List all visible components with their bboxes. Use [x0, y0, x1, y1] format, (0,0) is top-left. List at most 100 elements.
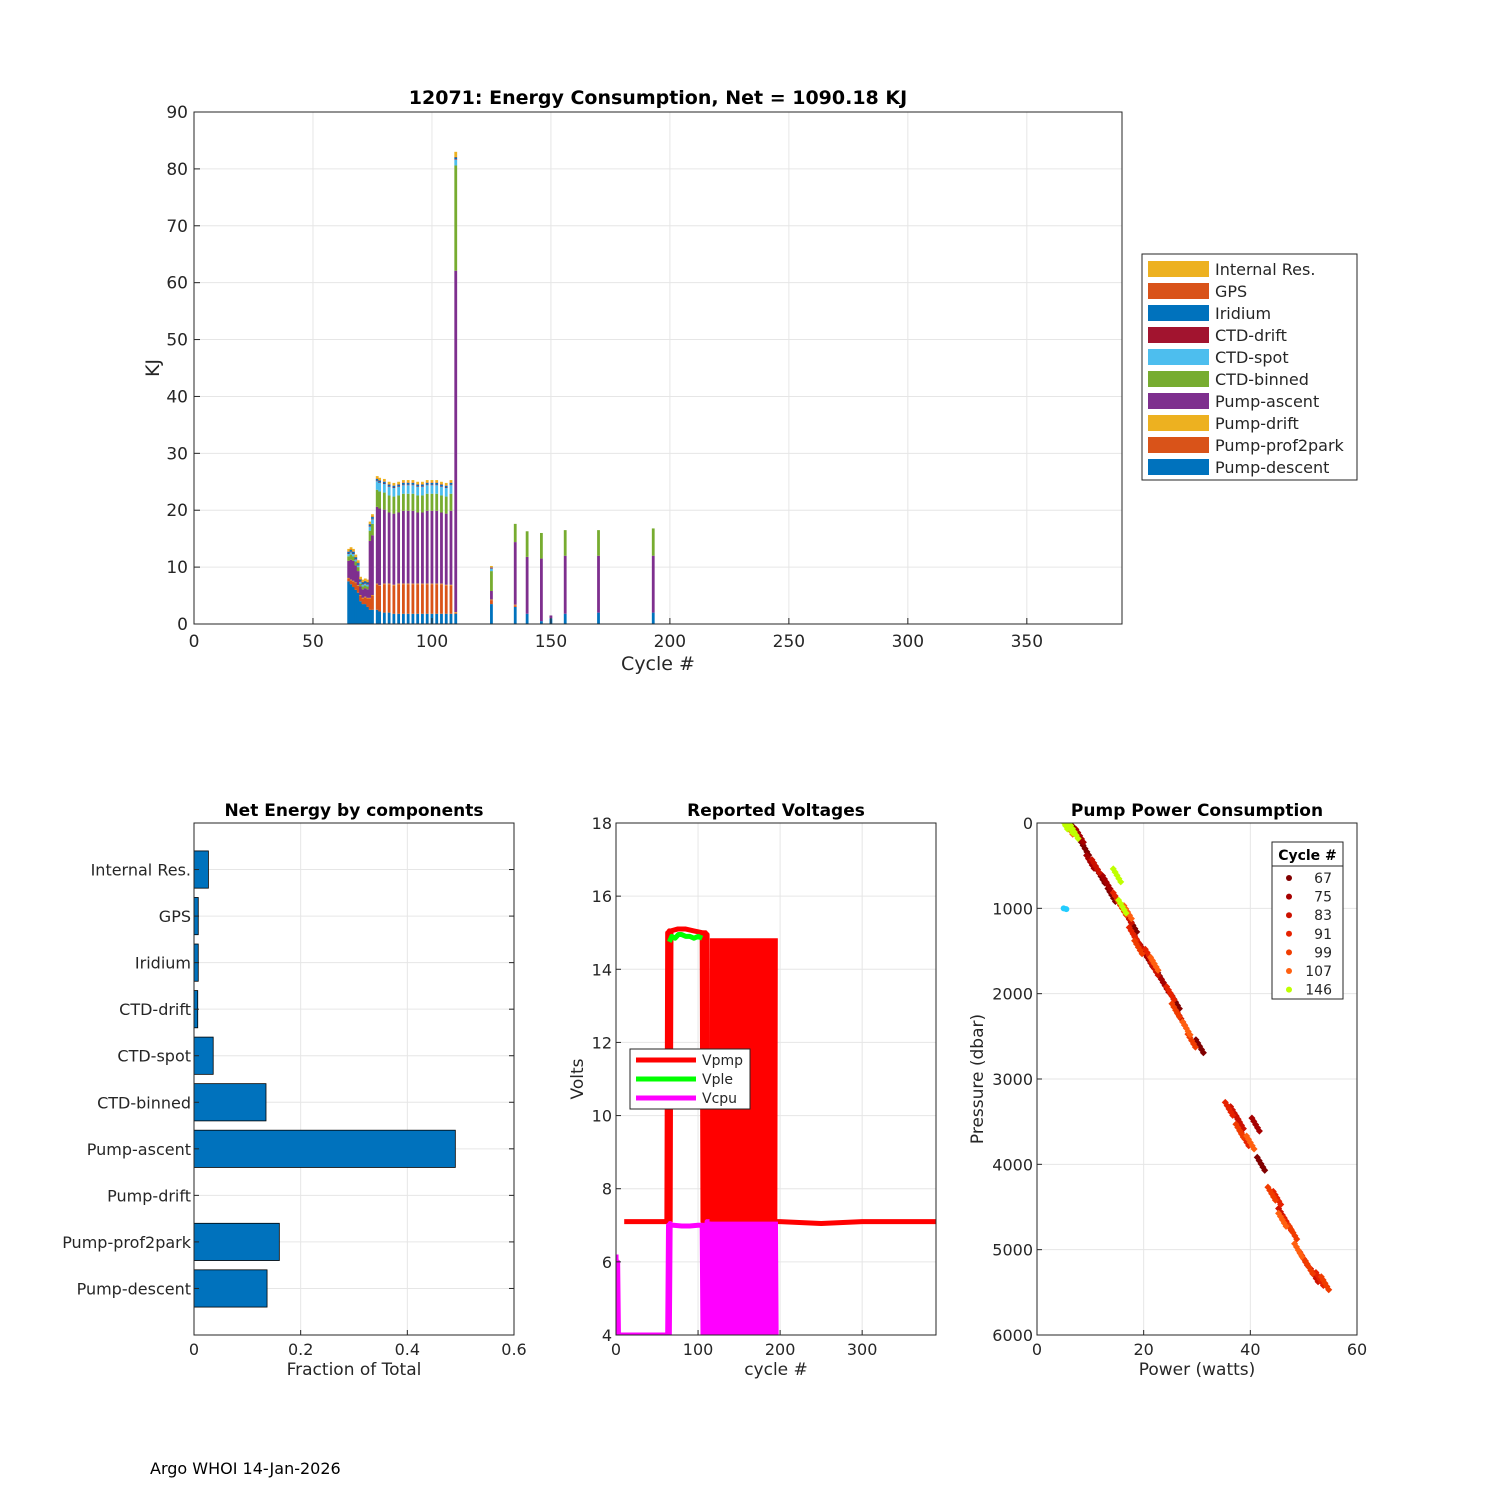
- energy-title: 12071: Energy Consumption, Net = 1090.18…: [409, 87, 907, 109]
- energy-bar-segment: [435, 484, 439, 486]
- energy-bar-segment: [406, 584, 410, 614]
- energy-bar-segment: [440, 613, 443, 624]
- voltages-ytick-label: 10: [592, 1107, 612, 1126]
- energy-bar-segment: [401, 482, 405, 483]
- pump-legend-box: [1271, 841, 1344, 1000]
- energy-legend-swatch: [1148, 415, 1209, 431]
- energy-bar-segment: [347, 554, 351, 557]
- energy-bar-segment: [352, 554, 355, 557]
- energy-bar-segment: [366, 598, 370, 607]
- pump-point: [1056, 812, 1063, 819]
- energy-bar-segment: [416, 484, 420, 487]
- energy-bar-segment: [375, 478, 379, 481]
- energy-bar-segment: [378, 480, 381, 483]
- energy-bar-segment: [401, 583, 405, 585]
- components-category-label: CTD-drift: [119, 1000, 191, 1019]
- energy-bar-segment: [454, 270, 458, 613]
- energy-bar-segment: [375, 489, 379, 507]
- energy-bar-segment: [449, 484, 453, 486]
- energy-bar-segment: [421, 484, 424, 487]
- energy-bar-segment: [449, 510, 453, 585]
- pump-legend: Cycle # 67 75 83 91 99 107 146: [1271, 841, 1344, 1000]
- energy-bar-segment: [378, 480, 381, 481]
- energy-bar-segment: [354, 561, 358, 566]
- energy-bar-segment: [392, 584, 396, 586]
- energy-bar-segment: [421, 584, 424, 614]
- energy-bar-segment: [363, 604, 367, 624]
- energy-bar-segment: [444, 485, 448, 488]
- energy-bar-segment: [349, 554, 353, 560]
- pump-ytick-label: 1000: [992, 899, 1033, 918]
- energy-bar-segment: [347, 560, 351, 578]
- energy-bar-segment: [397, 495, 401, 513]
- pump-ytick-label: 6000: [992, 1326, 1033, 1345]
- energy-bar-segment: [563, 555, 567, 614]
- energy-bar-segment: [354, 554, 358, 557]
- voltages-legend-label: Vcpu: [702, 1091, 737, 1107]
- energy-bar-segment: [425, 480, 429, 483]
- components-ticks: 0 0.2 0.4 0.6 Internal Res. GPS Iridium CTD-dri…: [62, 861, 527, 1359]
- energy-bar-segment: [387, 584, 391, 613]
- components-axes-box: [193, 822, 515, 1336]
- energy-bar-segment: [366, 584, 370, 585]
- energy-bar-segment: [363, 585, 367, 589]
- components-xtick-label: 0.4: [395, 1340, 420, 1359]
- energy-bar-segment: [371, 519, 374, 524]
- energy-bar-segment: [349, 579, 353, 581]
- energy-bar-segment: [375, 476, 379, 479]
- components-category-label: Pump-drift: [107, 1186, 191, 1205]
- pump-title: Pump Power Consumption: [1071, 801, 1323, 821]
- energy-bar-segment: [382, 481, 386, 484]
- pump-legend-label: 83: [1314, 908, 1332, 924]
- components-bar: [193, 1129, 456, 1168]
- energy-bar-segment: [411, 485, 415, 494]
- energy-legend-label: CTD-spot: [1215, 348, 1289, 367]
- energy-bar-segment: [435, 482, 439, 485]
- energy-bar-segment: [513, 542, 517, 605]
- energy-bar-segment: [387, 495, 391, 513]
- energy-bar-segment: [401, 510, 405, 584]
- energy-bar-segment: [356, 585, 360, 593]
- energy-bar-segment: [368, 524, 372, 527]
- energy-bar-segment: [361, 584, 365, 585]
- energy-bar-segment: [449, 584, 453, 586]
- energy-bar-segment: [490, 567, 493, 569]
- energy-bar-segment: [651, 555, 655, 613]
- voltages-ticks: 0 100 200 300 4 6 8 10 12 14 16 18: [592, 814, 878, 1359]
- energy-bar-segment: [444, 496, 448, 514]
- energy-bar-segment: [416, 481, 420, 485]
- pump-ticks: 0 20 40 60 0 1000 2000 3000 4000 5000 6000: [992, 814, 1367, 1359]
- vcpu-spikes: [708, 1221, 779, 1335]
- energy-bar-segment: [421, 613, 424, 624]
- voltages-xtick-label: 200: [765, 1340, 796, 1359]
- energy-bar-segment: [366, 584, 370, 587]
- energy-bar-segment: [425, 493, 429, 511]
- components-category-label: Pump-descent: [77, 1279, 191, 1298]
- energy-bar-segment: [449, 480, 453, 483]
- energy-legend-swatch: [1148, 261, 1209, 277]
- energy-bar-segment: [513, 605, 517, 607]
- energy-bar-segment: [356, 571, 360, 586]
- energy-bar-segment: [435, 584, 439, 614]
- energy-bar-segment: [347, 553, 351, 555]
- voltages-legend-label: Vple: [702, 1072, 733, 1088]
- energy-bar-segment: [368, 526, 372, 527]
- energy-bar-segment: [540, 558, 543, 622]
- energy-bar-segment: [525, 556, 529, 614]
- energy-bar-segment: [430, 482, 434, 485]
- energy-bar-segment: [435, 480, 439, 483]
- energy-bar-segment: [359, 595, 362, 602]
- energy-bar-segment: [361, 604, 365, 624]
- energy-bar-segment: [401, 484, 405, 486]
- energy-bar-segment: [392, 585, 396, 614]
- energy-bar-segment: [392, 485, 396, 486]
- energy-bar-segment: [525, 531, 529, 557]
- energy-bar-segment: [347, 578, 351, 582]
- energy-legend-swatch: [1148, 305, 1209, 321]
- energy-consumption-chart: 0 50 100 150 200 250 300 350 0 10 20 30 40 50 60 70 80 90…: [142, 87, 1358, 675]
- pump-legend-label: 75: [1314, 890, 1332, 906]
- energy-bar-segment: [361, 597, 365, 599]
- net-energy-components-chart: 0 0.2 0.4 0.6 Internal Res. GPS Iridium CTD-dri…: [62, 801, 527, 1380]
- energy-bar-segment: [366, 586, 370, 590]
- energy-bar-segment: [440, 486, 443, 496]
